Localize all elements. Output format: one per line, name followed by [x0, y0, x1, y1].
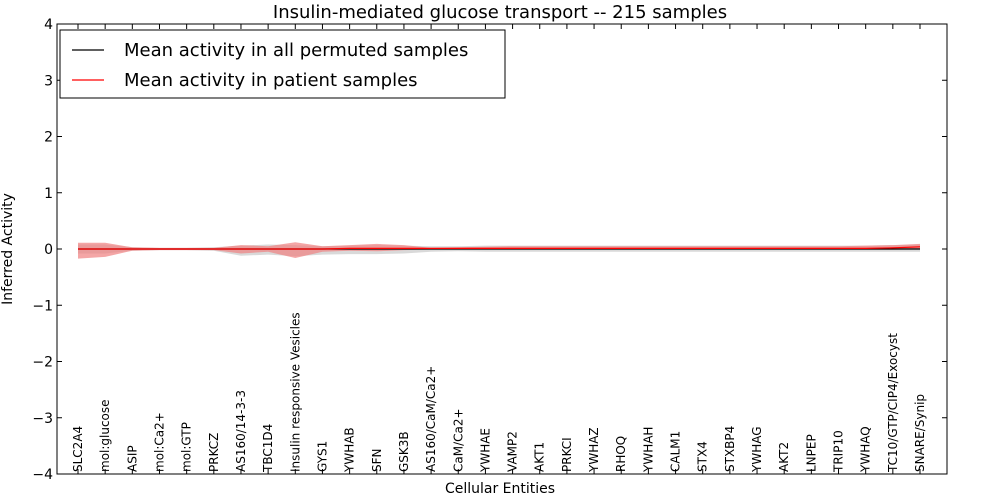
x-tick-label: STXBP4: [723, 426, 737, 472]
x-tick-label: YWHAH: [641, 427, 655, 473]
x-axis-label: Cellular Entities: [445, 481, 555, 497]
y-tick-label: 3: [44, 73, 53, 89]
y-tick-label: −4: [32, 467, 53, 483]
x-tick-label: AKT2: [777, 442, 791, 472]
x-tick-label: CaM/Ca2+: [451, 408, 465, 472]
x-tick-label: ASIP: [125, 445, 139, 472]
x-tick-label: PRKCZ: [207, 433, 221, 472]
x-tick-label: mol:Ca2+: [153, 412, 167, 472]
x-tick-label: TBC1D4: [261, 424, 275, 473]
x-tick-label: TC10/GTP/CIP4/Exocyst: [886, 333, 900, 473]
legend: Mean activity in all permuted samples Mea…: [59, 29, 506, 99]
confidence-bands: [78, 242, 920, 259]
legend-box: [59, 29, 506, 99]
legend-entry-label: Mean activity in patient samples: [124, 70, 418, 91]
y-tick-label: 2: [44, 130, 53, 146]
x-tick-label: STX4: [696, 441, 710, 472]
x-tick-label: YWHAB: [343, 427, 357, 473]
x-axis: SLC2A4 mol:glucose ASIP mol:Ca2+ mol:GTP PRKC…: [71, 24, 927, 474]
x-tick-label: YWHAE: [478, 428, 492, 473]
y-tick-label: 1: [44, 186, 53, 202]
line-series-1: [78, 246, 921, 250]
x-tick-label: CALM1: [669, 431, 683, 472]
x-tick-label: SFN: [370, 449, 384, 473]
x-tick-label: AKT1: [533, 442, 547, 472]
chart-title: Insulin-mediated glucose transport -- 21…: [273, 2, 727, 23]
y-tick-label: −3: [32, 411, 53, 427]
x-tick-label: LNPEP: [804, 434, 818, 472]
band-series-1: [78, 242, 920, 259]
x-tick-label: Insulin responsive Vesicles: [288, 312, 302, 472]
y-tick-label: 4: [44, 17, 53, 33]
x-tick-label: mol:GTP: [180, 422, 194, 472]
y-tick-label: −2: [32, 355, 53, 371]
y-tick-label: 0: [44, 242, 53, 258]
x-tick-label: PRKCI: [560, 437, 574, 472]
series-lines: [78, 246, 921, 250]
y-axis-label: Inferred Activity: [0, 193, 16, 305]
y-axis: −4 −3 −2 −1 0 1 2 3 4: [32, 17, 947, 483]
x-tick-label: TRIP10: [832, 430, 846, 473]
legend-entry-label: Mean activity in all permuted samples: [124, 40, 468, 61]
x-tick-label: SNARE/Synip: [913, 394, 927, 472]
x-tick-label: YWHAG: [750, 426, 764, 473]
x-tick-label: mol:glucose: [98, 399, 112, 472]
x-tick-label: VAMP2: [506, 431, 520, 472]
x-tick-label: YWHAQ: [859, 426, 873, 473]
x-tick-label: AS160/CaM/Ca2+: [424, 366, 438, 472]
y-tick-label: −1: [32, 298, 53, 314]
x-tick-label: SLC2A4: [71, 426, 85, 472]
x-tick-label: AS160/14-3-3: [234, 390, 248, 472]
x-tick-label: GSK3B: [397, 431, 411, 472]
x-tick-label: RHOQ: [614, 436, 628, 472]
x-tick-label: YWHAZ: [587, 427, 601, 473]
x-tick-label: GYS1: [316, 441, 330, 472]
